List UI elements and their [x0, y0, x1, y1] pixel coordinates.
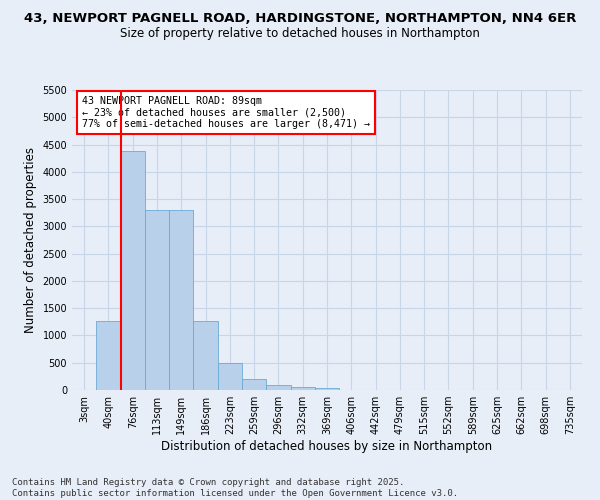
- Bar: [218, 362, 242, 390]
- Text: Contains HM Land Registry data © Crown copyright and database right 2025.
Contai: Contains HM Land Registry data © Crown c…: [12, 478, 458, 498]
- Bar: [121, 151, 145, 390]
- Bar: [290, 388, 315, 390]
- Text: 43, NEWPORT PAGNELL ROAD, HARDINGSTONE, NORTHAMPTON, NN4 6ER: 43, NEWPORT PAGNELL ROAD, HARDINGSTONE, …: [24, 12, 576, 26]
- Bar: [315, 388, 339, 390]
- Bar: [242, 378, 266, 390]
- Text: 43 NEWPORT PAGNELL ROAD: 89sqm
← 23% of detached houses are smaller (2,500)
77% : 43 NEWPORT PAGNELL ROAD: 89sqm ← 23% of …: [82, 96, 370, 129]
- Bar: [145, 210, 169, 390]
- Bar: [193, 320, 218, 390]
- Text: Size of property relative to detached houses in Northampton: Size of property relative to detached ho…: [120, 28, 480, 40]
- Y-axis label: Number of detached properties: Number of detached properties: [24, 147, 37, 333]
- Bar: [266, 386, 290, 390]
- X-axis label: Distribution of detached houses by size in Northampton: Distribution of detached houses by size …: [161, 440, 493, 453]
- Bar: [169, 210, 193, 390]
- Bar: [96, 320, 121, 390]
